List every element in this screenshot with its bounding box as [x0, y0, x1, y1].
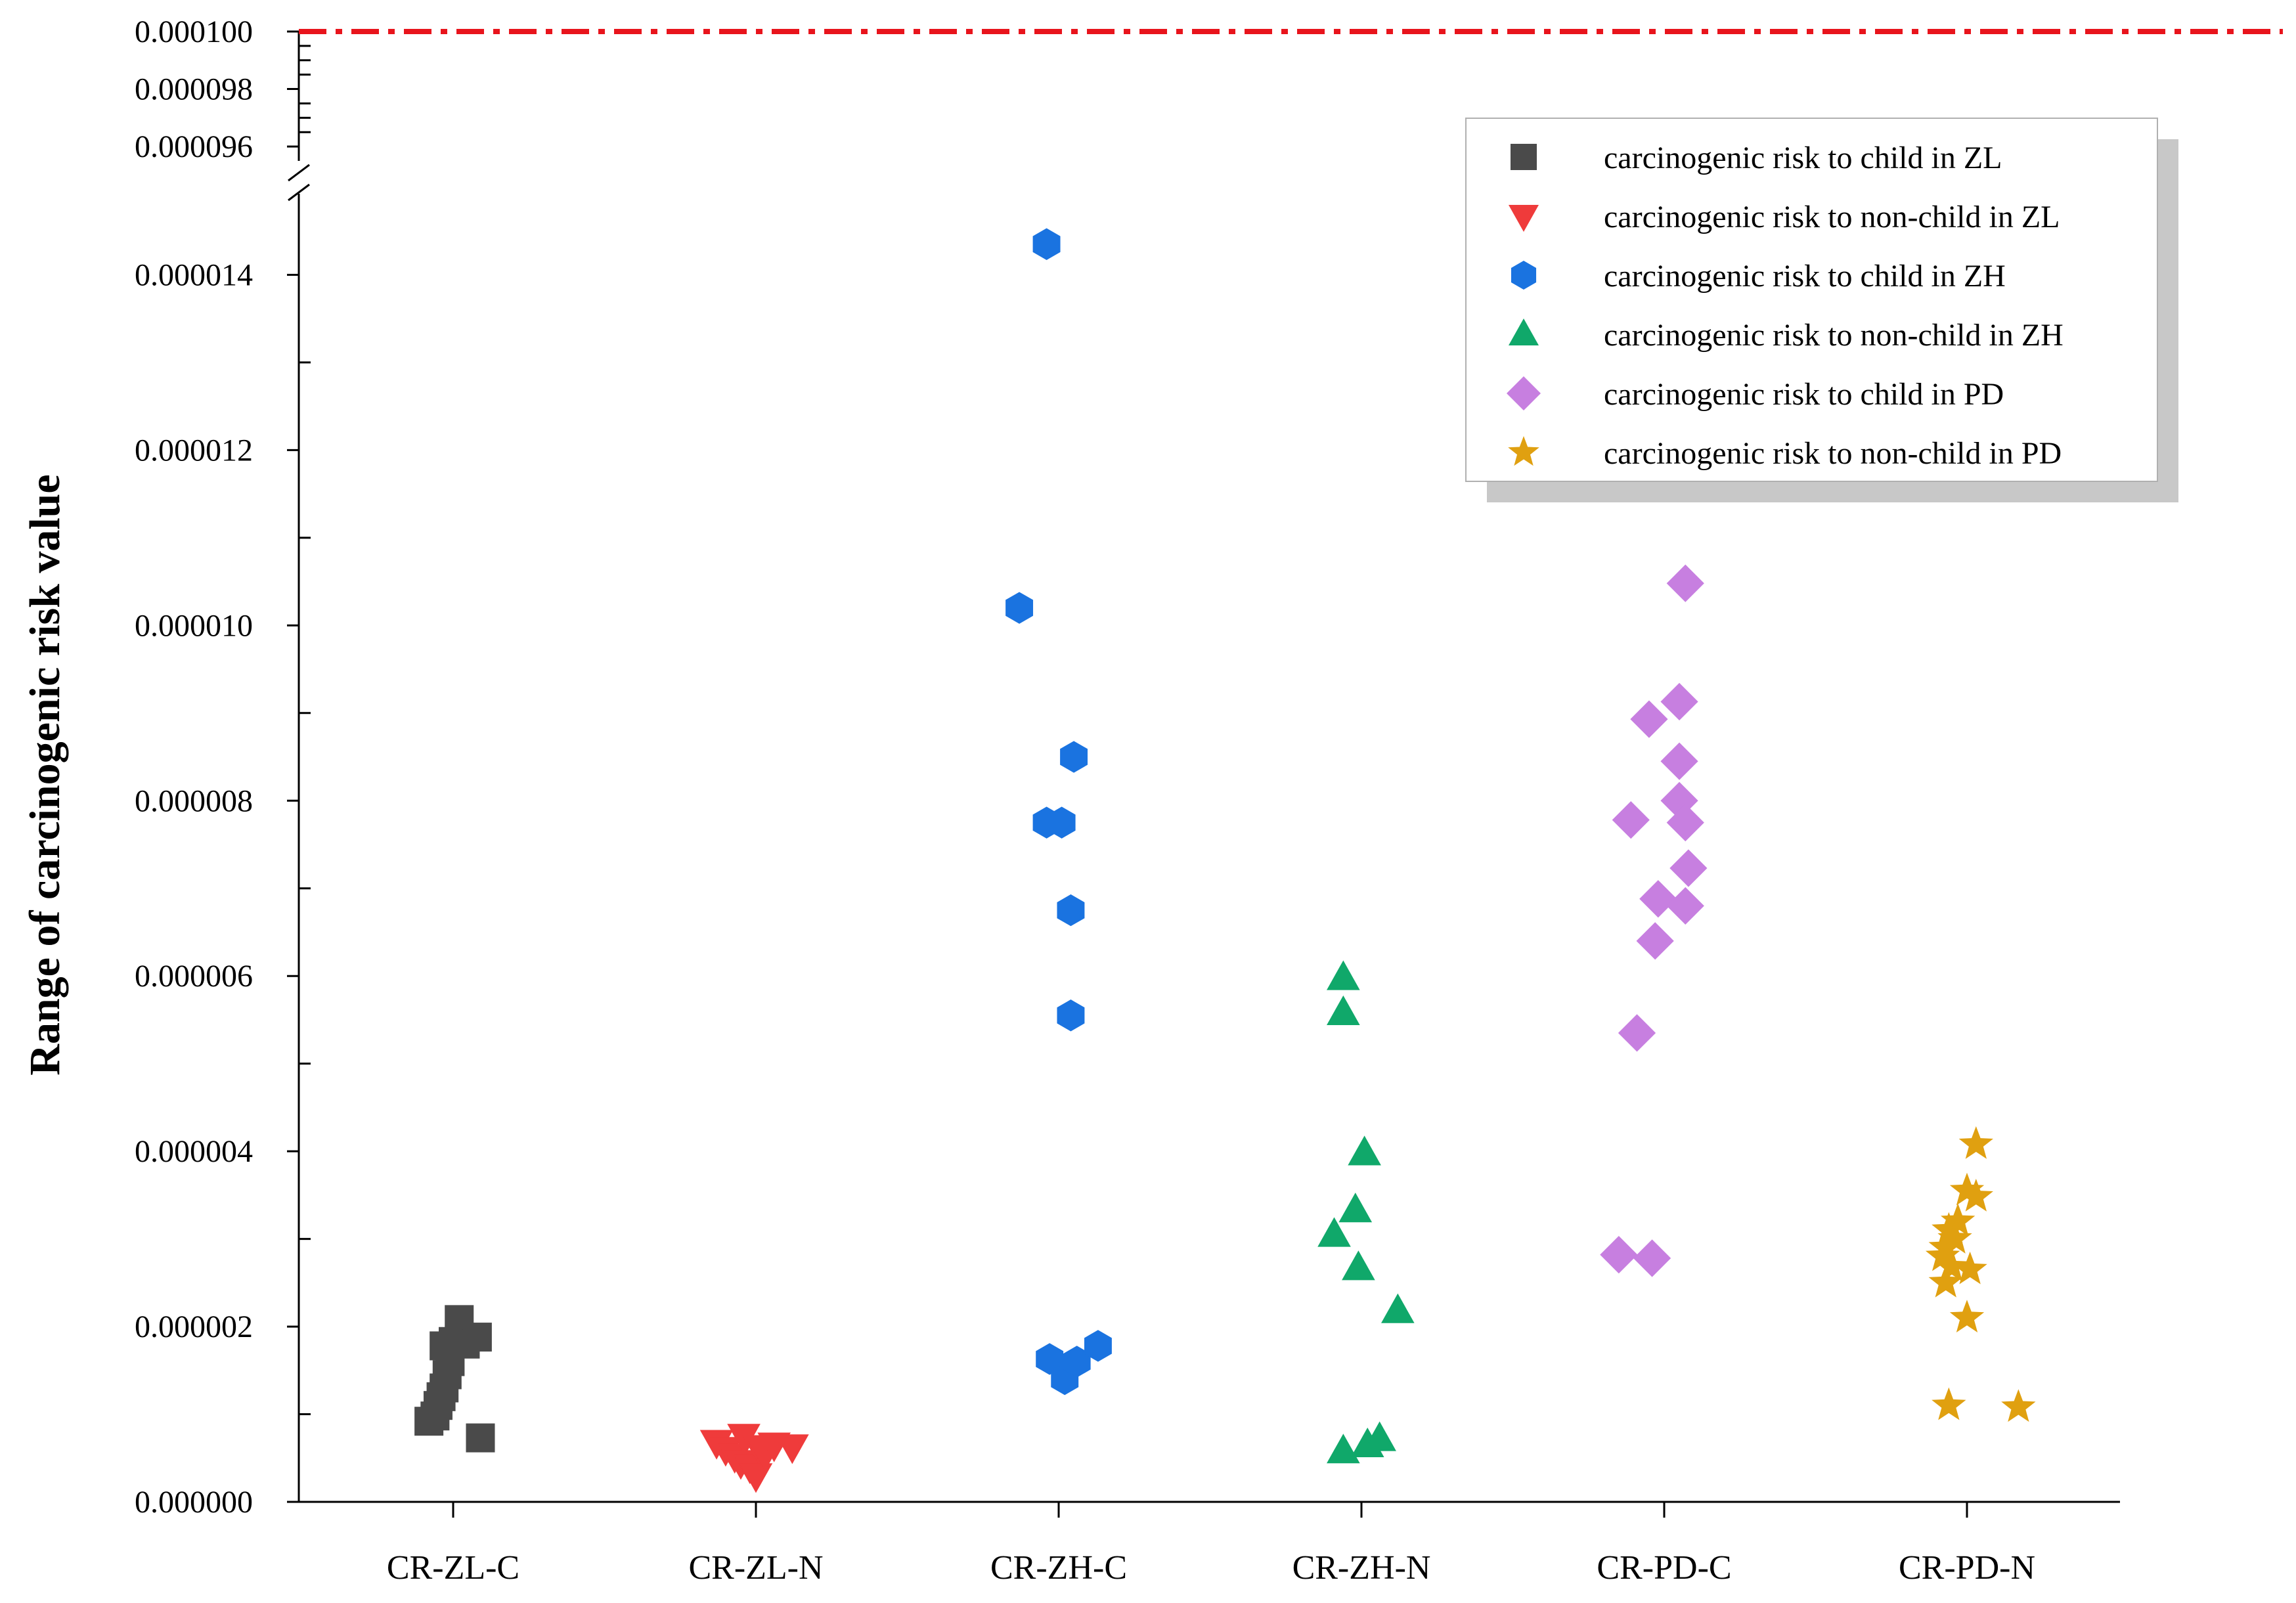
data-point: [1060, 741, 1088, 773]
data-point: [1600, 1236, 1638, 1274]
data-point: [2001, 1389, 2036, 1422]
data-point: [1063, 1346, 1091, 1378]
data-point: [1928, 1229, 1963, 1263]
y-tick-label: 0.000008: [135, 783, 253, 818]
data-point: [1032, 228, 1061, 260]
data-point: [1036, 1343, 1064, 1375]
y-tick-label: 0.000000: [135, 1485, 253, 1520]
data-point: [1618, 1014, 1656, 1052]
data-point: [1327, 960, 1360, 990]
legend-label: carcinogenic risk to non-child in ZH: [1604, 318, 2064, 353]
data-point: [1636, 922, 1674, 960]
data-point: [1937, 1221, 1972, 1254]
data-point: [1317, 1217, 1351, 1247]
data-point: [1941, 1203, 1976, 1237]
data-point: [1633, 1239, 1671, 1277]
y-tick-label: 0.000002: [135, 1309, 253, 1344]
data-point: [1327, 995, 1360, 1025]
legend: carcinogenic risk to child in ZL carcinog…: [1465, 118, 2178, 502]
legend-box: [1465, 118, 2158, 482]
x-tick-label: CR-ZH-N: [1292, 1549, 1431, 1587]
data-point: [1932, 1212, 1966, 1245]
y-axis-label: Range of carcinogenic risk value: [21, 474, 69, 1075]
series-4: [1600, 564, 1708, 1277]
legend-marker: [1508, 436, 1539, 466]
legend-label: carcinogenic risk to child in PD: [1604, 377, 2004, 412]
series-5: [1925, 1126, 2036, 1422]
y-tick-label: 0.000014: [135, 257, 253, 292]
series-0: [414, 1305, 495, 1453]
x-tick-label: CR-ZH-C: [990, 1549, 1127, 1587]
data-point: [1639, 880, 1677, 918]
data-point: [727, 1424, 761, 1454]
legend-label: carcinogenic risk to non-child in PD: [1604, 436, 2062, 471]
data-point: [1660, 742, 1698, 780]
data-point: [1949, 1172, 1985, 1206]
data-point: [1342, 1250, 1375, 1281]
data-points-layer: [414, 228, 2036, 1493]
data-point: [1949, 1300, 1985, 1332]
legend-marker: [1511, 261, 1537, 290]
data-point: [1327, 1434, 1360, 1464]
y-tick-label: 0.000006: [135, 959, 253, 994]
series-3: [1317, 960, 1415, 1464]
data-point: [1005, 592, 1034, 624]
data-point: [1381, 1293, 1415, 1323]
data-point: [1338, 1193, 1373, 1223]
data-point: [1084, 1330, 1112, 1362]
y-tick-label: 0.000100: [135, 14, 253, 49]
legend-label: carcinogenic risk to non-child in ZL: [1604, 200, 2060, 234]
y-tick-label: 0.000004: [135, 1134, 253, 1169]
series-1: [699, 1424, 809, 1493]
data-point: [1048, 806, 1076, 839]
data-point: [1958, 1179, 1993, 1212]
data-point: [1057, 999, 1085, 1032]
data-point: [1348, 1135, 1381, 1166]
data-point: [1925, 1238, 1960, 1271]
legend-marker: [1509, 205, 1539, 232]
data-point: [1928, 1264, 1963, 1298]
data-point: [1934, 1248, 1970, 1282]
legend-label: carcinogenic risk to child in ZL: [1604, 141, 2002, 175]
data-point: [1953, 1251, 1987, 1285]
axis-break-mark: [288, 183, 310, 202]
data-point: [1363, 1421, 1396, 1451]
data-point: [1958, 1126, 1993, 1159]
legend-marker: [1509, 318, 1539, 345]
y-tick-label: 0.000010: [135, 608, 253, 643]
x-tick-label: CR-ZL-C: [387, 1549, 519, 1587]
x-tick-label: CR-PD-N: [1899, 1549, 2035, 1587]
x-tick-label: CR-PD-C: [1597, 1549, 1731, 1587]
data-point: [776, 1434, 809, 1464]
y-tick-label: 0.000096: [135, 129, 253, 164]
legend-marker: [1507, 376, 1541, 410]
legend-label: carcinogenic risk to child in ZH: [1604, 259, 2006, 294]
x-tick-label: CR-ZL-N: [688, 1549, 823, 1587]
y-tick-label: 0.000012: [135, 433, 253, 468]
data-point: [739, 1463, 773, 1493]
data-point: [466, 1423, 495, 1453]
data-point: [462, 1323, 492, 1352]
data-point: [1660, 682, 1698, 721]
y-tick-label: 0.000098: [135, 72, 253, 107]
data-point: [1612, 801, 1650, 839]
data-point: [1666, 564, 1704, 602]
data-point: [1666, 887, 1704, 925]
data-point: [1932, 1387, 1966, 1420]
data-point: [1630, 700, 1668, 738]
axes-layer: 0.000000 0.000002 0.000004 0.000006 0.000008…: [135, 14, 2120, 1587]
legend-marker: [1511, 144, 1537, 170]
data-point: [1057, 894, 1085, 927]
axis-break-mark: [288, 164, 310, 182]
data-point: [1669, 849, 1708, 887]
data-point: [1666, 804, 1704, 842]
series-2: [1005, 228, 1112, 1395]
